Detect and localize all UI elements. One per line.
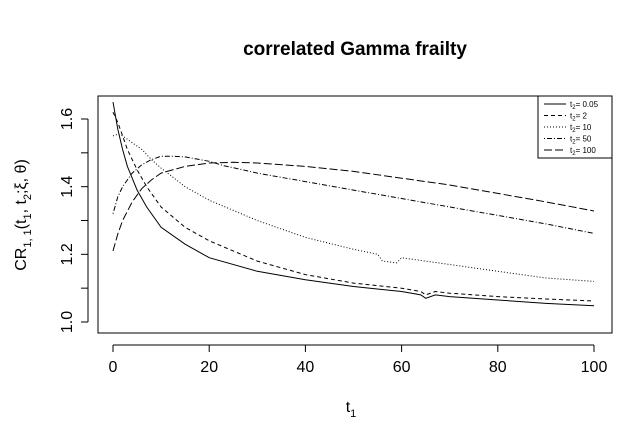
plot-frame — [97, 95, 613, 334]
series-layer — [112, 102, 595, 307]
y-tick-label: 1.6 — [59, 108, 76, 130]
x-tick-label: 100 — [581, 359, 608, 376]
y-tick-label: 1.0 — [59, 311, 76, 333]
series-line-2 — [112, 111, 595, 302]
y-axis-label: CR1, 1(t1, t2;ξ, θ) — [13, 159, 34, 271]
x-tick-label: 0 — [109, 359, 118, 376]
series-line-1 — [112, 102, 595, 307]
legend-entry-label: t2= 50 — [570, 135, 592, 146]
y-tick-label: 1.4 — [59, 175, 76, 197]
legend-entry-label: t2= 2 — [570, 112, 587, 123]
chart-title: correlated Gamma frailty — [243, 39, 467, 60]
y-tick-label: 1.2 — [59, 243, 76, 265]
legend-entry-label: t2= 10 — [570, 123, 592, 134]
x-axis-label: t1 — [346, 399, 357, 420]
axes: 0 20 40 60 80 100 1.0 1.2 1.4 1.6 — [59, 95, 613, 376]
legend-entry-label: t2= 0.05 — [570, 100, 599, 111]
x-tick-label: 40 — [297, 359, 315, 376]
series-line-4 — [112, 155, 595, 234]
series-line-3 — [112, 133, 595, 282]
x-tick-label: 20 — [200, 359, 218, 376]
legend-entry-label: t2= 100 — [570, 146, 596, 157]
series-line-5 — [112, 161, 595, 252]
x-tick-label: 80 — [489, 359, 507, 376]
x-tick-label: 60 — [393, 359, 411, 376]
